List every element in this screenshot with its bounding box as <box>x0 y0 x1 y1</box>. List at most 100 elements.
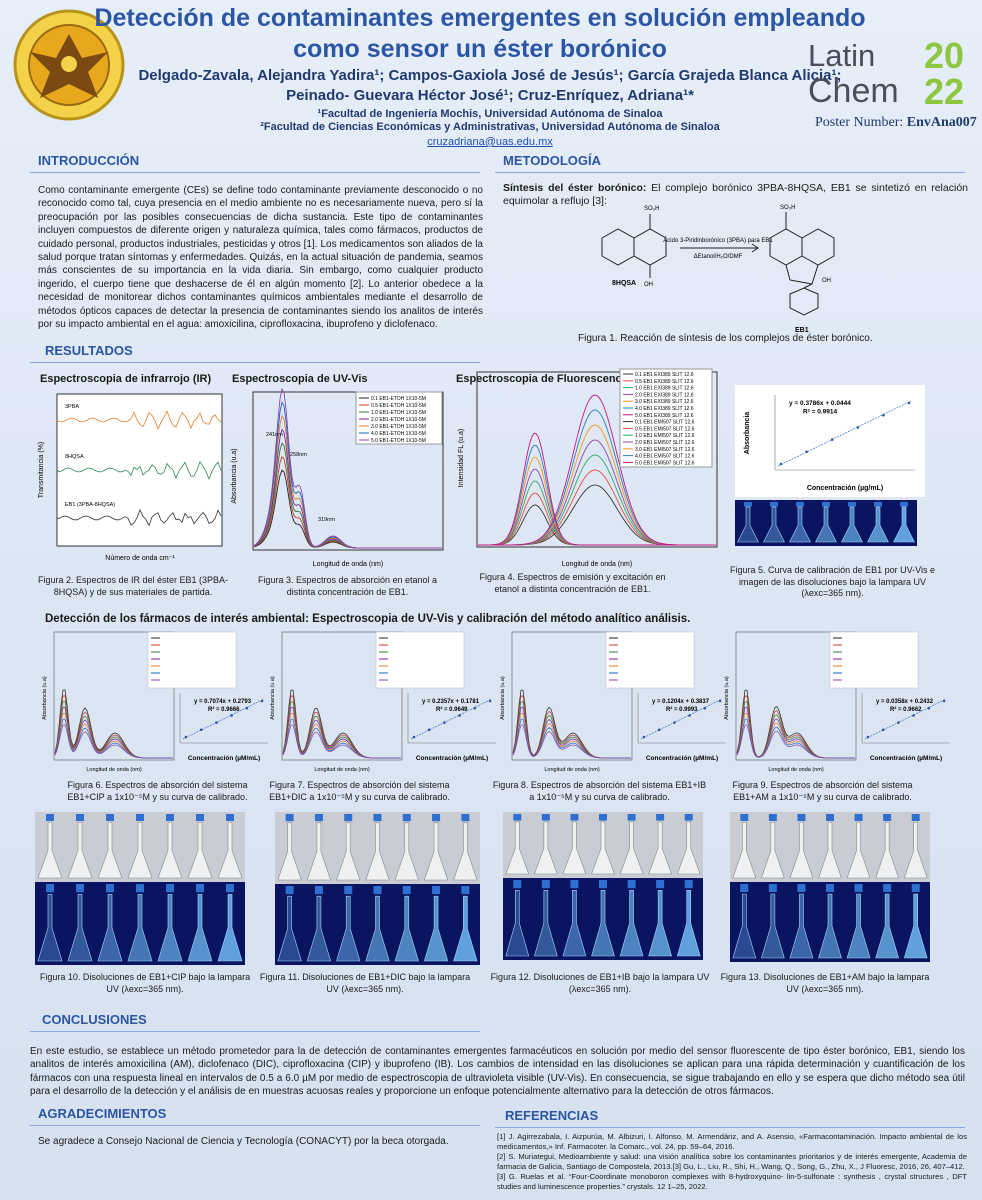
calibration-point <box>245 706 249 710</box>
figure-caption: Figura 13. Disoluciones de EB1+AM bajo l… <box>720 972 930 994</box>
reference: [1] J. Agirrezabala, I. Aizpurúa, M. Alb… <box>497 1132 967 1151</box>
axis-title: Transmitancia (%) <box>38 442 45 499</box>
calibration-point <box>882 413 885 417</box>
legend-entry: 1.0 EB1-ETOH 1X10-5M <box>371 410 426 416</box>
vial-cap <box>46 884 54 893</box>
figure-caption: Figura 1. Reacción de síntesis de los co… <box>578 333 873 344</box>
figure-caption: Figura 6. Espectros de absorción del sis… <box>67 780 248 802</box>
vial-cap <box>684 880 693 889</box>
r-squared: R² = 0.9914 <box>803 409 838 416</box>
vial-cap <box>883 884 892 892</box>
references-list: [1] J. Agirrezabala, I. Aizpurúa, M. Alb… <box>497 1132 967 1193</box>
legend-entry: 0.1 EB1-ETOH 1X10-5M <box>371 396 426 402</box>
figure-caption: Figura 11. Disoluciones de EB1+DIC bajo … <box>259 972 471 994</box>
authors: Peinado- Guevara Héctor José¹; Cruz-Enrí… <box>286 87 694 104</box>
calibration-point <box>473 706 477 710</box>
vial <box>846 893 871 959</box>
legend-entry: 0.1 EB1 EMI507 SLIT 12.6 <box>635 420 695 426</box>
vial-cap <box>797 814 806 821</box>
spectrum <box>253 428 442 549</box>
trace-label: 3PBA <box>65 404 79 410</box>
vial-cap <box>513 880 522 889</box>
vial-cap <box>513 814 522 821</box>
calibration-point <box>718 699 722 703</box>
axis-title: Absorbancia (u.a) <box>270 676 276 720</box>
legend-entry: 0.1 EB1 EXI389 SLIT 12.6 <box>635 372 694 378</box>
equation: y = 0.0358x + 0.2432 <box>876 699 934 705</box>
spectrum <box>512 695 631 759</box>
vial-cap <box>744 502 752 507</box>
affiliation: ¹Facultad de Ingeniería Mochis, Universi… <box>317 108 663 120</box>
synthesis-text: Síntesis del éster borónico: El complejo… <box>503 182 968 209</box>
figure-caption: Figura 7. Espectros de absorción del sis… <box>269 780 450 802</box>
uv-vials-photo <box>735 500 917 546</box>
calibration-point <box>805 450 808 454</box>
vial-cap <box>911 884 920 892</box>
vial-cap <box>541 880 550 889</box>
fluorescence-plot: 0.1 EB1 EXI389 SLIT 12.60.5 EB1 EXI389 S… <box>458 368 718 568</box>
poster-number-value: EnvAna007 <box>906 115 977 130</box>
figure-caption: Figura 2. Espectros de IR del éster EB1 … <box>37 575 229 597</box>
vial <box>127 894 153 962</box>
calibration-point <box>897 721 900 724</box>
spectrum <box>282 695 401 759</box>
ir-trace <box>56 410 222 430</box>
vial <box>336 895 361 962</box>
axis-title: Número de onda cm⁻¹ <box>105 555 175 562</box>
section-heading: RESULTADOS <box>45 343 133 358</box>
vial-cap <box>402 886 411 895</box>
section-heading: REFERENCIAS <box>505 1108 599 1123</box>
vial-cap <box>854 814 863 821</box>
calibration-point <box>881 728 885 732</box>
axis-title: Concentración (µM/mL) <box>188 755 260 762</box>
vial <box>157 822 183 879</box>
vial <box>97 894 123 962</box>
vial <box>365 822 390 881</box>
legend-frame <box>619 368 713 468</box>
vial-cap <box>541 814 550 821</box>
vial <box>534 890 558 957</box>
axis-title: Absorbancia (u.a) <box>500 676 506 720</box>
legend-entry: 0.5 EB1 EMI507 SLIT 12.6 <box>635 426 695 432</box>
legend-entry: 1.0 EB1 EXI389 SLIT 12.6 <box>635 386 694 392</box>
calibration-point <box>912 714 915 717</box>
vial <box>737 506 759 543</box>
vial <box>97 822 123 879</box>
email[interactable]: cruzadriana@uas.edu.mx <box>427 136 553 148</box>
vial-cap <box>136 814 144 821</box>
vial <box>217 894 243 962</box>
vial <box>903 893 928 959</box>
vial-cap <box>461 814 470 822</box>
rule <box>30 172 480 173</box>
section-heading: AGRADECIMIENTOS <box>38 1106 167 1121</box>
reaction-condition: Ácido 3-Piridinborónico (3PBA) para EB1 <box>663 237 773 244</box>
plot-frame <box>735 631 857 761</box>
vial-cap <box>106 814 114 821</box>
poster-number: Poster Number: EnvAna007 <box>815 115 977 131</box>
axis-title: Intensidad FL (u.a) <box>458 429 465 488</box>
spectrum <box>253 387 442 549</box>
calibration-point <box>458 714 461 717</box>
trend-line <box>182 698 265 740</box>
spectrum <box>736 695 855 759</box>
vial-cap <box>76 814 84 821</box>
vial <box>562 890 587 957</box>
vial <box>505 821 530 875</box>
spectrum <box>282 724 401 759</box>
figure-caption: Figura 5. Curva de calibración de EB1 po… <box>730 565 935 598</box>
vial <box>761 822 785 879</box>
vial-cap <box>344 814 353 822</box>
vial-cap <box>911 814 920 821</box>
vial <box>394 822 419 881</box>
spectrum <box>282 707 401 759</box>
vial <box>818 893 842 959</box>
vial-cap <box>599 814 607 821</box>
calibration-point <box>688 714 691 717</box>
subheading: Detección de los fármacos de interés amb… <box>45 613 691 625</box>
axis-title: Concentración (µg/mL) <box>807 485 883 492</box>
legend-frame <box>375 631 465 689</box>
vial-cap <box>166 884 174 893</box>
